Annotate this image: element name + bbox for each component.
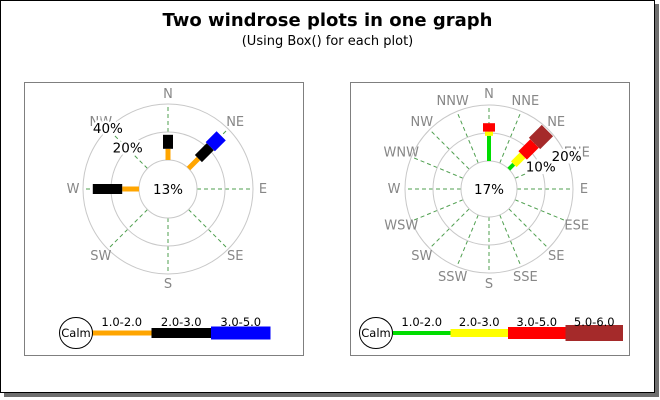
legend-label-1.0-2.0: 1.0-2.0	[101, 315, 142, 329]
compass-label-E: E	[259, 182, 267, 197]
windrose-panel-right: N NNE NE ENE E ESE SE SSE S SSW SW WSW W WNW NW NNW 10% 2…	[350, 82, 630, 356]
compass-label-SSE: SSE	[513, 270, 538, 285]
compass-label-S: S	[164, 277, 172, 292]
chart-subtitle: (Using Box() for each plot)	[241, 33, 414, 49]
chart-title: Two windrose plots in one graph	[162, 10, 493, 31]
compass-label-NNE: NNE	[512, 94, 540, 109]
compass-label-N: N	[484, 87, 494, 102]
compass-label-SE: SE	[548, 249, 564, 264]
legend-swatch-3.0-5.0	[211, 326, 271, 340]
compass-label-ESE: ESE	[564, 218, 589, 233]
windrose-plot-right: N NNENEENEEESESESSESSSWSWWSWWWNWNWNNW10%2…	[359, 87, 623, 349]
compass-label-S: S	[485, 277, 493, 292]
calm-percentage: 17%	[474, 182, 504, 198]
legend-swatch-1.0-2.0	[92, 330, 152, 336]
legend-swatch-2.0-3.0	[151, 328, 211, 338]
legend-label-5.0-6.0: 5.0-6.0	[574, 315, 615, 329]
compass-label-WSW: WSW	[384, 218, 418, 233]
compass-label-NW: NW	[90, 115, 113, 130]
radial-gridline-SE	[188, 209, 229, 250]
legend-label-2.0-3.0: 2.0-3.0	[459, 315, 500, 329]
compass-label-NE: NE	[547, 115, 565, 130]
compass-label-ENE: ENE	[564, 146, 590, 161]
compass-label-SE: SE	[227, 249, 243, 264]
compass-label-NNW: NNW	[436, 94, 468, 109]
compass-label-SW: SW	[411, 249, 432, 264]
calm-percentage: 13%	[153, 182, 183, 198]
ring-label-20%: 20%	[552, 149, 582, 165]
ring-label-10%: 10%	[526, 160, 556, 176]
calm-legend-circle	[59, 317, 93, 349]
wind-bar-NE-5.0-6.0	[528, 124, 554, 150]
wind-bar-NE-1.0-2.0	[186, 156, 201, 171]
ring-label-40%: 40%	[93, 121, 123, 137]
legend-swatch-3.0-5.0	[508, 327, 566, 339]
compass-label-WNW: WNW	[384, 146, 420, 161]
legend-label-3.0-5.0: 3.0-5.0	[516, 315, 557, 329]
calm-legend-label: Calm	[61, 326, 90, 340]
windrose-panel-left: N NE E SE S SW W NW 20% 40% 13% 1.0-2.0 2.0-3.0 3.0-5…	[24, 82, 304, 356]
calm-legend-label: Calm	[361, 326, 390, 340]
chart-header: Two windrose plots in one graph (Using B…	[1, 10, 654, 49]
ring-circle-40%	[82, 103, 254, 275]
compass-label-W: W	[67, 182, 80, 197]
compass-label-NW: NW	[411, 115, 434, 130]
ring-label-20%: 20%	[113, 141, 143, 157]
compass-label-W: W	[388, 182, 401, 197]
wind-bar-NE-1.0-2.0	[507, 162, 516, 171]
legend-swatch-2.0-3.0	[450, 329, 508, 337]
compass-label-NE: NE	[226, 115, 244, 130]
legend-swatch-1.0-2.0	[393, 331, 451, 335]
wind-bar-NE-3.0-5.0	[205, 131, 226, 152]
legend-label-2.0-3.0: 2.0-3.0	[161, 315, 202, 329]
compass-label-E: E	[580, 182, 588, 197]
ring-circle-20%	[404, 104, 574, 274]
legend-label-3.0-5.0: 3.0-5.0	[220, 315, 261, 329]
calm-legend-circle	[359, 317, 393, 349]
wind-bar-NE-2.0-3.0	[510, 152, 526, 168]
chart-window: Two windrose plots in one graph (Using B…	[0, 0, 655, 393]
compass-label-N: N	[163, 87, 173, 102]
legend-label-1.0-2.0: 1.0-2.0	[401, 315, 442, 329]
compass-label-SW: SW	[90, 249, 111, 264]
wind-bar-NE-3.0-5.0	[518, 139, 539, 160]
wind-bar-NE-2.0-3.0	[194, 143, 214, 163]
legend-swatch-5.0-6.0	[565, 325, 623, 341]
compass-label-SSW: SSW	[438, 270, 468, 285]
